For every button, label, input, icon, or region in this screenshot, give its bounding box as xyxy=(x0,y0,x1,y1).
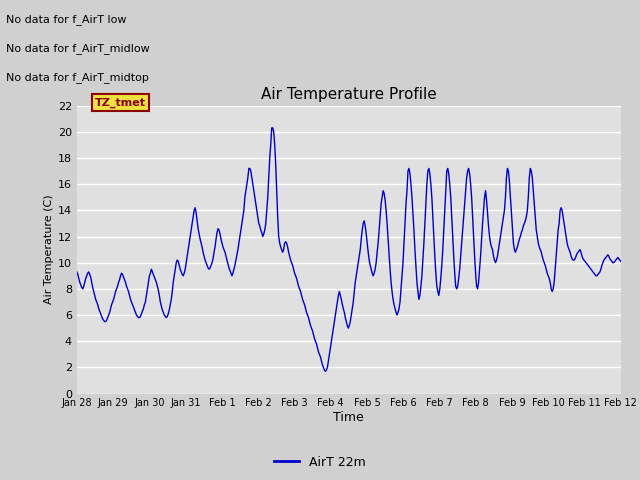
Title: Air Temperature Profile: Air Temperature Profile xyxy=(261,87,436,102)
Text: No data for f_AirT_midtop: No data for f_AirT_midtop xyxy=(6,72,149,83)
X-axis label: Time: Time xyxy=(333,411,364,424)
Y-axis label: Air Temperature (C): Air Temperature (C) xyxy=(44,195,54,304)
Text: No data for f_AirT low: No data for f_AirT low xyxy=(6,14,127,25)
Text: No data for f_AirT_midlow: No data for f_AirT_midlow xyxy=(6,43,150,54)
Text: TZ_tmet: TZ_tmet xyxy=(95,97,146,108)
Legend: AirT 22m: AirT 22m xyxy=(269,451,371,474)
